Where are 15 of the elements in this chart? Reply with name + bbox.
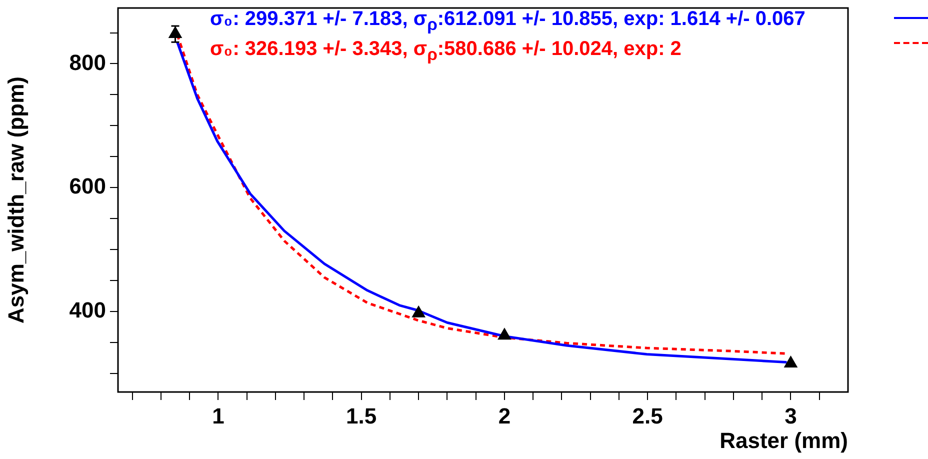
y-tick-label: 800 — [69, 50, 106, 75]
y-tick-label: 400 — [69, 298, 106, 323]
x-tick-label: 1 — [212, 403, 224, 428]
point — [784, 356, 798, 368]
x-axis-title: Raster (mm) — [720, 428, 848, 453]
x-tick-label: 1.5 — [346, 403, 377, 428]
x-tick-label: 3 — [784, 403, 797, 428]
y-tick-label: 600 — [69, 174, 106, 199]
annotation: σ₀: 299.371 +/- 7.183, σ$_{ρ}$:612.091 +/- 10.855, exp: 1.614 +/- 0.067 — [210, 8, 806, 35]
annotation: σ₀: 326.193 +/- 3.343, σ$_{ρ}$:580.686 +/- 10.024, exp: 2 — [210, 38, 682, 65]
x-tick-label: 2.5 — [632, 403, 663, 428]
point — [498, 328, 512, 340]
x-tick-label: 2 — [498, 403, 511, 428]
y-axis-title: Asym_width_raw (ppm) — [3, 76, 28, 324]
point — [412, 306, 426, 318]
